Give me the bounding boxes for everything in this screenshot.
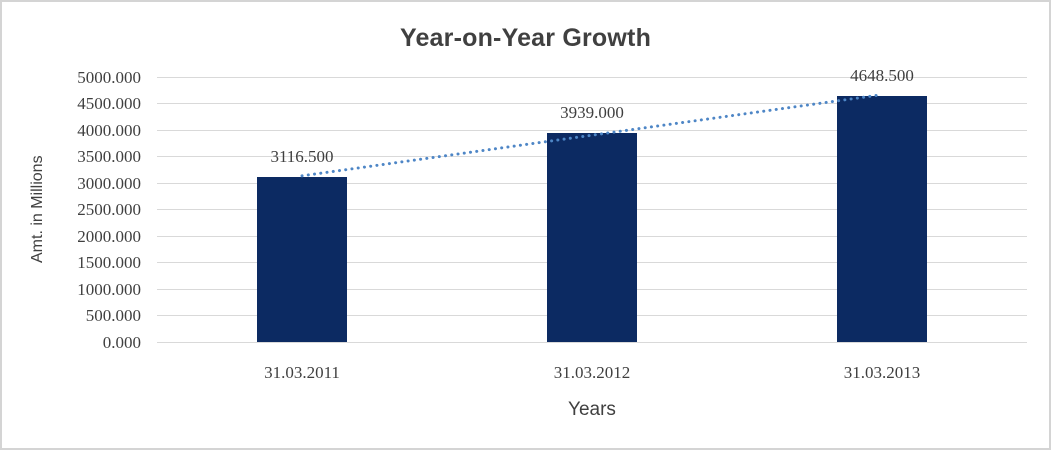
- y-tick-label: 4500.000: [77, 94, 141, 113]
- chart-title: Year-on-Year Growth: [399, 24, 652, 52]
- y-tick-label: 4000.000: [77, 120, 141, 140]
- category-label: 31.03.2012: [553, 363, 631, 382]
- y-tick-label: 3000.000: [77, 173, 141, 193]
- y-tick-label: 500.000: [85, 306, 141, 325]
- y-tick-label: 5000.000: [77, 67, 141, 87]
- y-tick-label: 0.000: [102, 332, 141, 352]
- y-tick-label: 3500.000: [77, 147, 141, 166]
- data-label: 3939.000: [560, 103, 624, 123]
- bar: [547, 133, 637, 342]
- gridline: [157, 341, 1027, 343]
- y-tick-label: 2500.000: [77, 200, 141, 219]
- gridline: [157, 76, 1027, 78]
- y-tick-label: 2000.000: [77, 226, 141, 246]
- category-label: 31.03.2013: [843, 363, 921, 382]
- data-label: 4648.500: [850, 65, 914, 85]
- bar: [837, 95, 927, 342]
- bar: [257, 176, 347, 342]
- x-axis-title: Years: [568, 399, 616, 420]
- y-tick-label: 1000.000: [77, 279, 141, 299]
- y-tick-label: 1500.000: [77, 253, 141, 272]
- data-label: 3116.500: [270, 146, 334, 166]
- category-label: 31.03.2011: [264, 363, 340, 382]
